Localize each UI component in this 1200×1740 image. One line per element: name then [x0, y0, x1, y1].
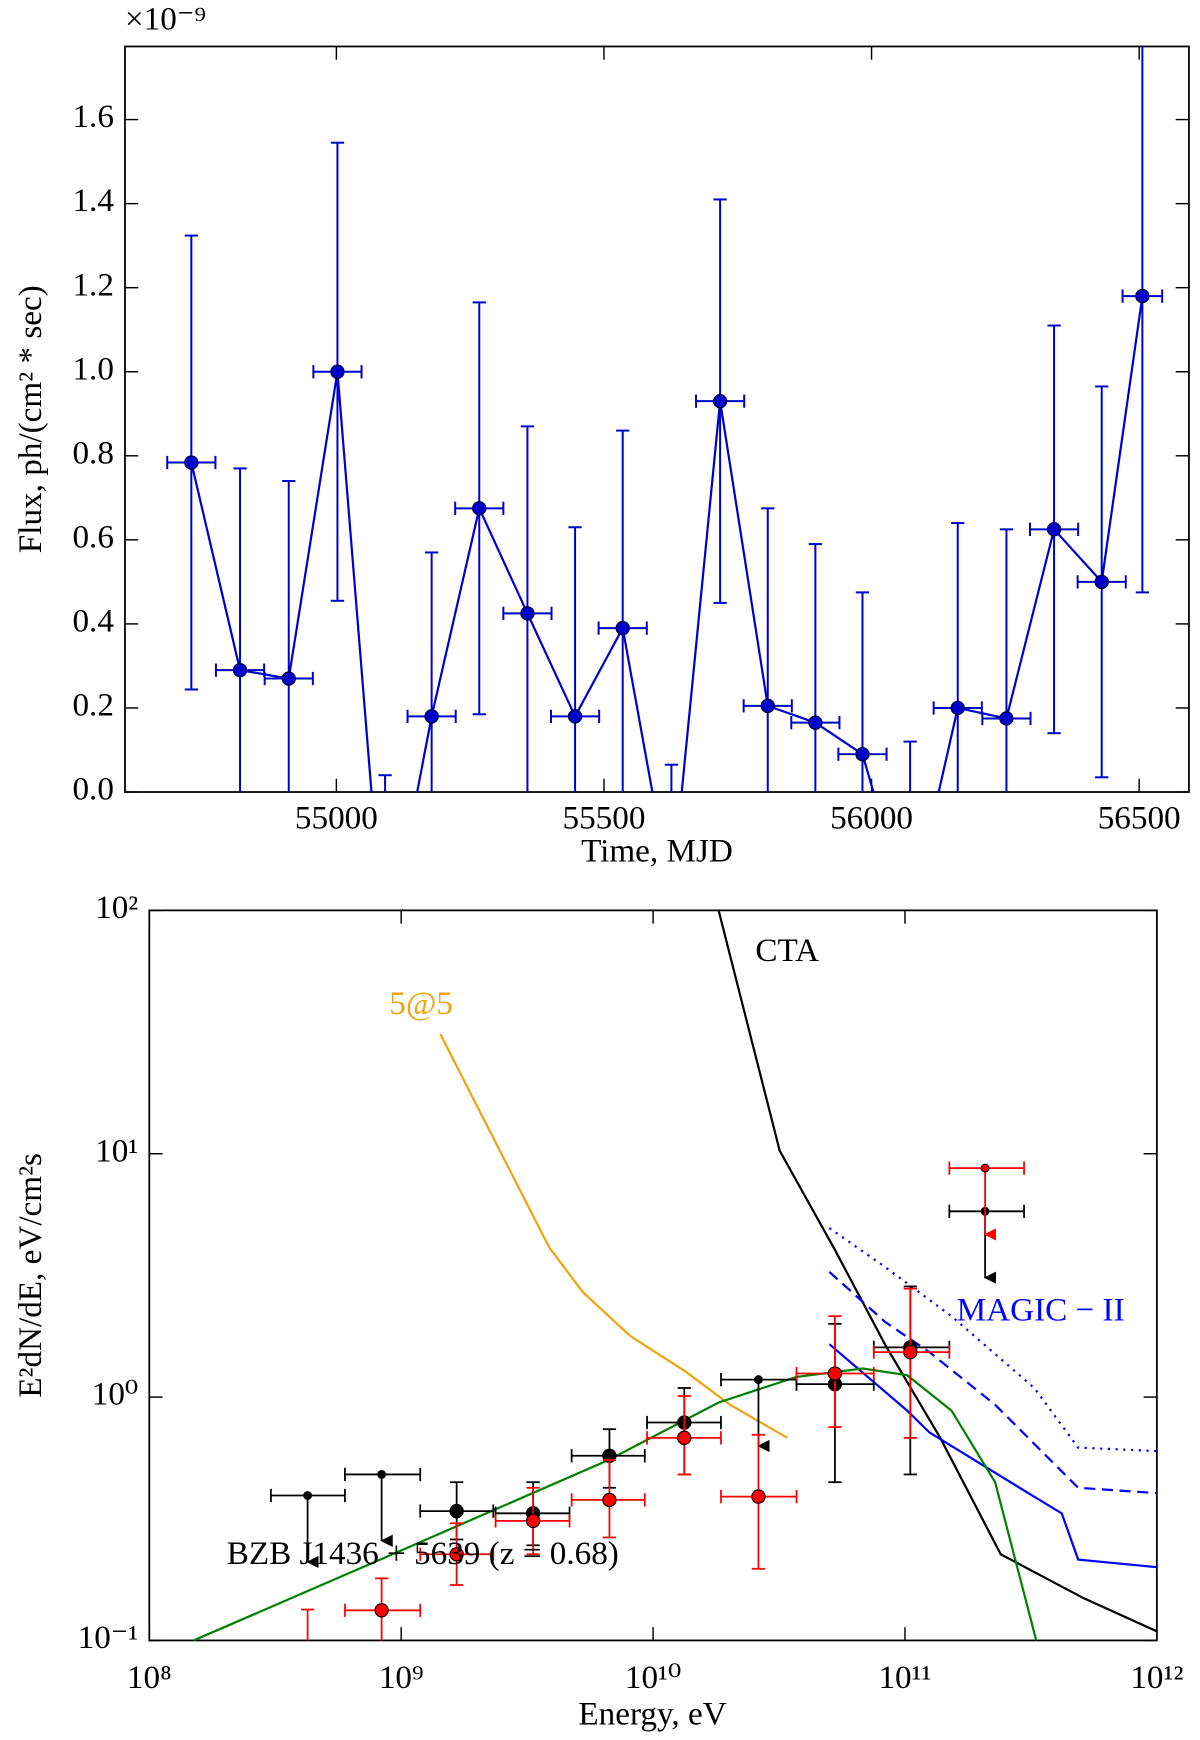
data-point [760, 698, 775, 714]
y-tick-label: 10⁻¹ [78, 1619, 139, 1656]
data-point [281, 671, 296, 686]
data-point [184, 455, 199, 470]
data-point [1094, 574, 1109, 590]
data-point [449, 1503, 464, 1519]
sensitivity-curve [828, 1271, 1157, 1495]
y-tick-label: 0.6 [72, 518, 113, 555]
data-point [855, 747, 870, 762]
y-tick-label: 1.4 [72, 182, 114, 219]
data-point [980, 1163, 990, 1173]
x-axis-label: Time, MJD [581, 833, 733, 870]
x-tick-label: 55000 [295, 799, 378, 836]
data-point [602, 1492, 617, 1508]
y-tick-label: 0.2 [72, 687, 113, 724]
x-tick-label: 10¹² [1130, 1659, 1183, 1696]
y-axis-label: E²dN/dE, eV/cm²s [12, 1153, 49, 1398]
x-tick-label: 10⁸ [127, 1659, 172, 1696]
x-tick-label: 10¹⁰ [625, 1659, 681, 1696]
curve-label: MAGIC − II [957, 1292, 1125, 1329]
data-point [567, 709, 583, 724]
data-point [751, 1489, 766, 1504]
x-tick-label: 10¹¹ [878, 1659, 931, 1696]
x-tick-label: 55500 [563, 799, 646, 836]
y-tick-label: 0.8 [72, 434, 113, 471]
data-point [330, 364, 345, 379]
sensitivity-curve [828, 1227, 1157, 1453]
plot-frame [148, 909, 1158, 1642]
data-point [677, 1430, 692, 1446]
data-point [449, 1547, 464, 1562]
data-point [1135, 288, 1150, 304]
y-tick-label: 1.6 [72, 98, 113, 135]
data-point [472, 501, 487, 516]
data-point [754, 1375, 763, 1385]
x-tick-label: 56500 [1098, 799, 1181, 836]
sensitivity-curve [717, 910, 1157, 1633]
curve-label: CTA [755, 932, 819, 969]
sensitivity-curve [439, 1033, 788, 1439]
data-point [999, 711, 1014, 726]
data-point [950, 700, 965, 716]
y-multiplier: ×10⁻⁹ [125, 1, 206, 38]
data-point [712, 393, 728, 409]
data-point [665, 890, 678, 903]
data-point [424, 709, 439, 724]
y-tick-label: 10⁰ [92, 1376, 138, 1413]
x-axis-label: Energy, eV [578, 1695, 726, 1732]
data-point [1046, 522, 1062, 537]
flux-line [190, 295, 1144, 793]
data-point [374, 1603, 389, 1618]
x-tick-label: 10⁹ [379, 1659, 424, 1696]
data-point [525, 1513, 541, 1529]
data-point [808, 715, 823, 730]
y-tick-label: 0.4 [72, 603, 114, 640]
source-annotation: BZB J1436 + 5639 (z = 0.68) [227, 1535, 619, 1572]
data-point [615, 620, 630, 636]
x-tick-label: 56000 [830, 799, 913, 836]
plot-frame [124, 45, 1190, 793]
y-axis-label: Flux, ph/(cm² * sec) [12, 285, 49, 553]
y-tick-label: 0.0 [72, 771, 113, 808]
data-point [378, 953, 391, 966]
data-point [520, 606, 535, 621]
y-tick-label: 10¹ [95, 1132, 138, 1169]
plot-area [166, 46, 1164, 966]
data-point [827, 1366, 843, 1381]
data-point [903, 1344, 918, 1360]
data-point [377, 1470, 387, 1479]
data-point [232, 662, 248, 678]
plot-area [193, 910, 1157, 1664]
curve-label: 5@5 [389, 985, 453, 1022]
y-tick-label: 1.2 [72, 266, 113, 303]
sensitivity-curve [828, 1343, 1157, 1569]
y-tick-label: 1.0 [72, 350, 113, 387]
data-point [303, 1491, 313, 1500]
data-point [301, 1651, 314, 1664]
y-tick-label: 10² [95, 889, 138, 926]
